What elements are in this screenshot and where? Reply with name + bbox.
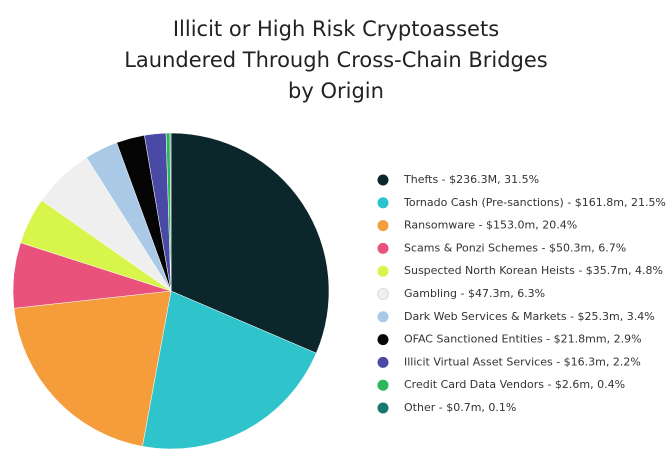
pie-slice (170, 132, 330, 354)
legend-label: Gambling - $47.3m, 6.3% (404, 287, 545, 300)
legend-label: Other - $0.7m, 0.1% (404, 401, 516, 414)
legend-swatch (377, 379, 389, 391)
legend-swatch (377, 356, 389, 368)
legend-label: Ransomware - $153.0m, 20.4% (404, 219, 577, 232)
legend-label: OFAC Sanctioned Entities - $21.8mm, 2.9% (404, 333, 642, 346)
pie-slice (142, 290, 317, 450)
legend-swatch (377, 242, 389, 254)
pie-slice (13, 290, 172, 447)
legend-swatch (377, 334, 389, 346)
legend-label: Thefts - $236.3M, 31.5% (403, 173, 539, 186)
legend-label: Suspected North Korean Heists - $35.7m, … (404, 264, 663, 277)
legend-swatch (377, 288, 389, 300)
legend-swatch (377, 174, 389, 186)
legend-label: Illicit Virtual Asset Services - $16.3m,… (404, 355, 641, 368)
legend-label: Tornado Cash (Pre-sanctions) - $161.8m, … (403, 196, 666, 209)
legend-swatch (377, 311, 389, 323)
legend-label: Dark Web Services & Markets - $25.3m, 3.… (404, 310, 655, 323)
pie-slice (169, 132, 172, 292)
legend-swatch (377, 220, 389, 232)
legend-swatch (377, 402, 389, 414)
legend-label: Credit Card Data Vendors - $2.6m, 0.4% (404, 378, 625, 391)
legend-label: Scams & Ponzi Schemes - $50.3m, 6.7% (404, 241, 626, 254)
chart-title: Illicit or High Risk Cryptoassets Launde… (124, 17, 548, 103)
legend-swatch (377, 265, 389, 277)
legend-swatch (377, 197, 389, 209)
